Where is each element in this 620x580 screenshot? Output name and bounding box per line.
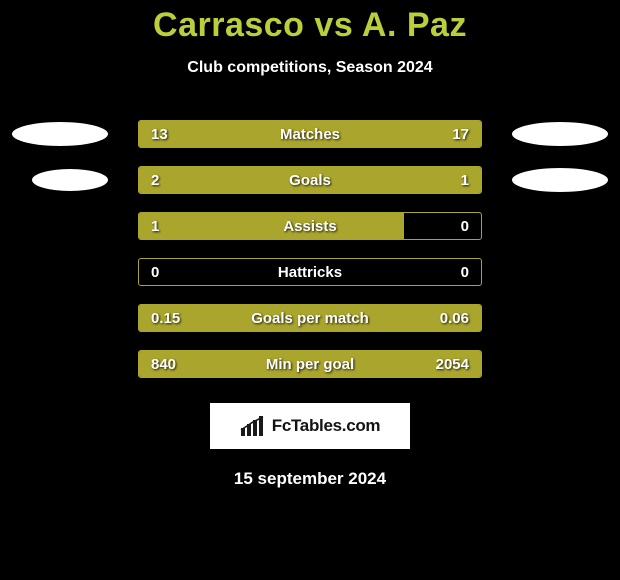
title-player1: Carrasco	[153, 6, 304, 44]
stat-row: 8402054Min per goal	[0, 341, 620, 387]
stat-label: Goals per match	[139, 305, 481, 331]
subtitle: Club competitions, Season 2024	[0, 59, 620, 77]
stat-label: Min per goal	[139, 351, 481, 377]
stat-row: 1317Matches	[0, 111, 620, 157]
avatar	[12, 122, 108, 146]
title-player2: A. Paz	[362, 6, 467, 44]
stat-label: Goals	[139, 167, 481, 193]
stat-row: 10Assists	[0, 203, 620, 249]
avatar	[32, 169, 108, 191]
stat-label: Hattricks	[139, 259, 481, 285]
stat-bar: 21Goals	[138, 166, 482, 194]
stat-bar: 00Hattricks	[138, 258, 482, 286]
stat-label: Assists	[139, 213, 481, 239]
stat-bar: 10Assists	[138, 212, 482, 240]
avatar	[512, 122, 608, 146]
comparison-infographic: Carrasco vs A. Paz Club competitions, Se…	[0, 6, 620, 580]
stat-bar: 1317Matches	[138, 120, 482, 148]
title-vs: vs	[314, 6, 353, 44]
stat-label: Matches	[139, 121, 481, 147]
brand-box: FcTables.com	[210, 403, 410, 449]
page-title: Carrasco vs A. Paz	[0, 6, 620, 45]
stat-row: 00Hattricks	[0, 249, 620, 295]
stat-bar: 8402054Min per goal	[138, 350, 482, 378]
avatar	[512, 168, 608, 192]
stat-row: 21Goals	[0, 157, 620, 203]
brand-text: FcTables.com	[272, 416, 381, 436]
stat-bars: 1317Matches 21Goals 10Assists 00Hattricks 0.…	[0, 111, 620, 387]
stat-row: 0.150.06Goals per match	[0, 295, 620, 341]
stat-bar: 0.150.06Goals per match	[138, 304, 482, 332]
chart-icon	[240, 416, 266, 436]
date-text: 15 september 2024	[0, 469, 620, 489]
